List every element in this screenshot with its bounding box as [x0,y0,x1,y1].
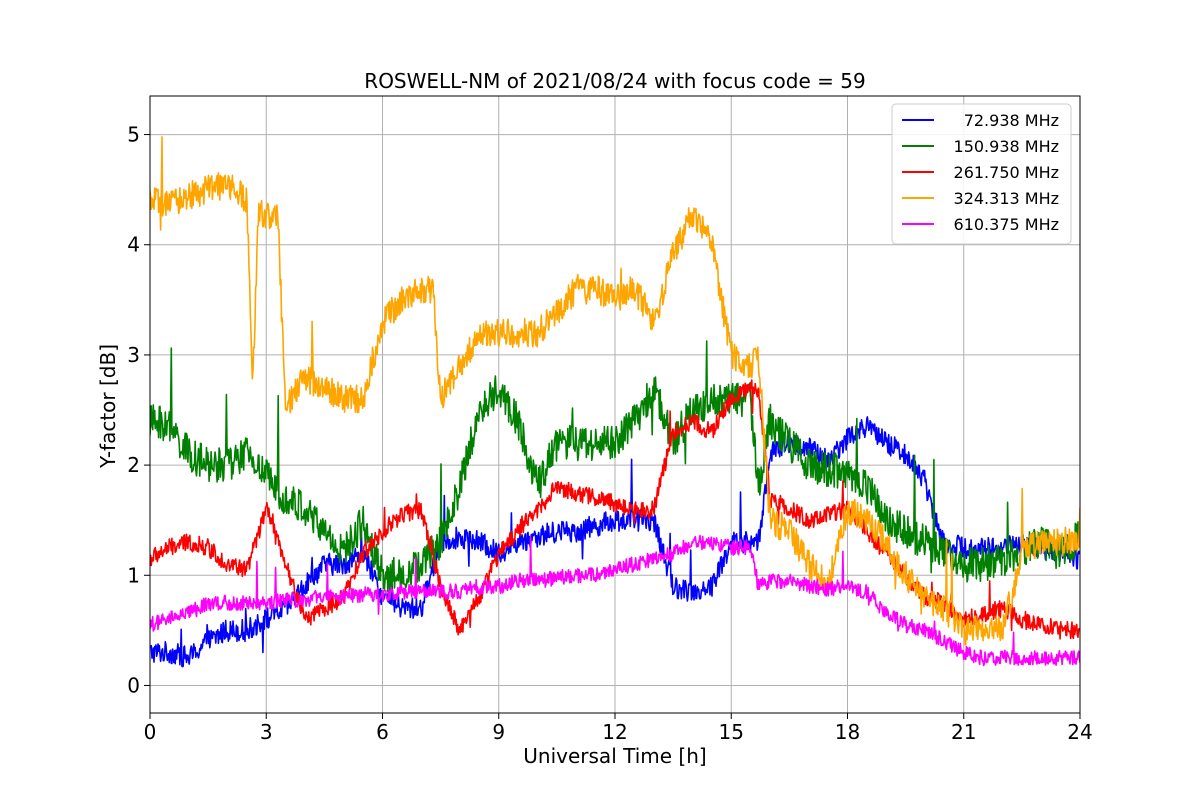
x-tick-label: 3 [260,720,273,744]
y-tick-label: 0 [127,673,140,697]
x-axis: 0 3 6 9 12 15 18 21 24 [144,713,1093,744]
y-tick-label: 4 [127,233,140,257]
legend-label-4: 610.375 MHz [954,215,1059,234]
series-line-2 [150,379,1080,640]
x-tick-label: 9 [492,720,505,744]
legend-box [891,103,1072,245]
x-tick-label: 6 [376,720,389,744]
series-line-0 [150,416,1080,668]
legend-label-3: 324.313 MHz [954,189,1059,208]
y-tick-label: 5 [127,123,140,147]
y-tick-label: 1 [127,563,140,587]
legend-label-0: 72.938 MHz [964,111,1059,130]
y-axis-label: Y-factor [dB] [96,344,120,469]
plot-area [150,136,1080,668]
x-tick-label: 18 [835,720,860,744]
x-tick-label: 15 [719,720,744,744]
x-tick-label: 12 [602,720,627,744]
x-axis-label: Universal Time [h] [523,744,706,768]
chart-title: ROSWELL-NM of 2021/08/24 with focus code… [364,69,865,93]
y-tick-label: 3 [127,343,140,367]
legend-label-2: 261.750 MHz [954,163,1059,182]
y-axis: 0 1 2 3 4 5 [127,123,150,697]
series-line-1 [150,340,1080,593]
x-tick-label: 21 [951,720,976,744]
series-line-4 [150,534,1080,667]
series-line-3 [150,136,1080,646]
y-tick-label: 2 [127,453,140,477]
legend: 72.938 MHz 150.938 MHz 261.750 MHz 324.313 … [891,103,1072,245]
legend-label-1: 150.938 MHz [954,137,1059,156]
x-tick-label: 24 [1067,720,1092,744]
x-tick-label: 0 [144,720,157,744]
